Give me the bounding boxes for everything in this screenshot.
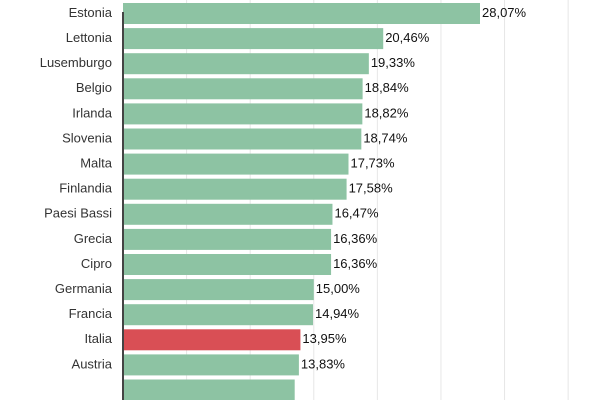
value-label: 18,74% [363,130,408,145]
value-label: 16,36% [333,231,378,246]
category-label: Lusemburgo [40,55,112,70]
category-label: Irlanda [72,105,113,120]
bar-italia [123,329,301,351]
bar-finlandia [123,178,347,200]
category-label: Francia [69,306,113,321]
bar-paesi-bassi [123,203,333,225]
value-label: 18,84% [365,80,410,95]
value-label: 18,82% [364,105,409,120]
bar-irlanda [123,103,363,125]
bar-austria [123,354,299,376]
value-label: 13,83% [301,356,346,371]
value-label: 17,73% [350,156,395,171]
value-label: 19,33% [371,55,416,70]
category-label: Estonia [69,5,113,20]
category-label: Lettonia [66,30,113,45]
value-label: 13,95% [302,331,347,346]
bar-grecia [123,228,332,250]
category-label: Finlandia [59,181,113,196]
value-label: 20,46% [385,30,430,45]
value-label: 28,07% [482,5,527,20]
category-label: Slovenia [62,130,113,145]
bar-germania [123,279,314,301]
bar-belgio [123,78,363,100]
value-labels: 28,07% 20,46% 19,33% 18,84% 18,82% 18,74% 17,7… [301,5,527,371]
bar-malta [123,153,349,175]
bars [123,3,480,400]
category-labels: Estonia Lettonia Lusemburgo Belgio Irlanda Sl… [40,5,113,371]
value-label: 15,00% [316,281,361,296]
bar-francia [123,304,314,326]
value-label: 17,58% [349,181,394,196]
value-label: 14,94% [315,306,360,321]
bar-cipro [123,254,332,275]
category-label: Grecia [74,231,113,246]
category-label: Paesi Bassi [44,206,112,221]
category-label: Italia [85,331,113,346]
bar-estonia [123,3,480,24]
bar-slovenia [123,128,362,150]
bar-partial [123,379,295,400]
category-label: Germania [55,281,113,296]
category-label: Malta [80,156,113,171]
category-label: Belgio [76,80,112,95]
category-label: Austria [72,356,113,371]
bar-lettonia [123,28,384,50]
bar-lusemburgo [123,53,369,75]
value-label: 16,47% [334,206,379,221]
category-label: Cipro [81,256,112,271]
value-label: 16,36% [333,256,378,271]
